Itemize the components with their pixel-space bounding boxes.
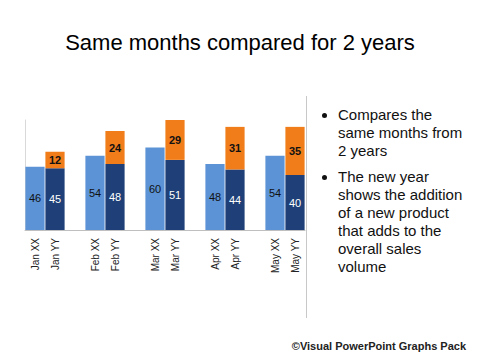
svg-text:Mar XX: Mar XX — [150, 238, 161, 272]
svg-text:Jan YY: Jan YY — [50, 238, 61, 270]
html-text:The new year shows the additio: The new year shows the addition of a new… — [338, 168, 463, 275]
svg-text:Jan XX: Jan XX — [30, 238, 41, 271]
svg-text:Same months compared for 2 yea: Same months compared for 2 years — [65, 30, 415, 55]
svg-text:Apr YY: Apr YY — [230, 238, 241, 270]
svg-text:24: 24 — [109, 142, 122, 154]
svg-text:54: 54 — [269, 187, 281, 199]
svg-text:12: 12 — [49, 154, 61, 166]
svg-text:Feb YY: Feb YY — [110, 238, 121, 271]
html-text:©Visual PowerPoint Graphs Pack: ©Visual PowerPoint Graphs Pack — [291, 340, 466, 352]
svg-text:35: 35 — [289, 145, 301, 157]
svg-text:Mar YY: Mar YY — [170, 238, 181, 271]
svg-text:May XX: May XX — [270, 238, 281, 273]
html-text:Compares the same months from: Compares the same months from 2 years — [338, 106, 463, 159]
svg-text:Feb XX: Feb XX — [90, 238, 101, 272]
svg-text:60: 60 — [149, 183, 161, 195]
svg-text:45: 45 — [49, 193, 61, 205]
svg-text:48: 48 — [209, 191, 221, 203]
svg-text:46: 46 — [29, 192, 41, 204]
svg-text:44: 44 — [229, 194, 241, 206]
svg-text:Apr XX: Apr XX — [210, 238, 221, 270]
svg-text:51: 51 — [169, 189, 181, 201]
svg-text:31: 31 — [229, 142, 241, 154]
svg-text:May YY: May YY — [290, 238, 301, 273]
svg-text:54: 54 — [89, 187, 101, 199]
svg-text:48: 48 — [109, 191, 121, 203]
svg-text:40: 40 — [289, 197, 301, 209]
svg-text:29: 29 — [169, 134, 181, 146]
